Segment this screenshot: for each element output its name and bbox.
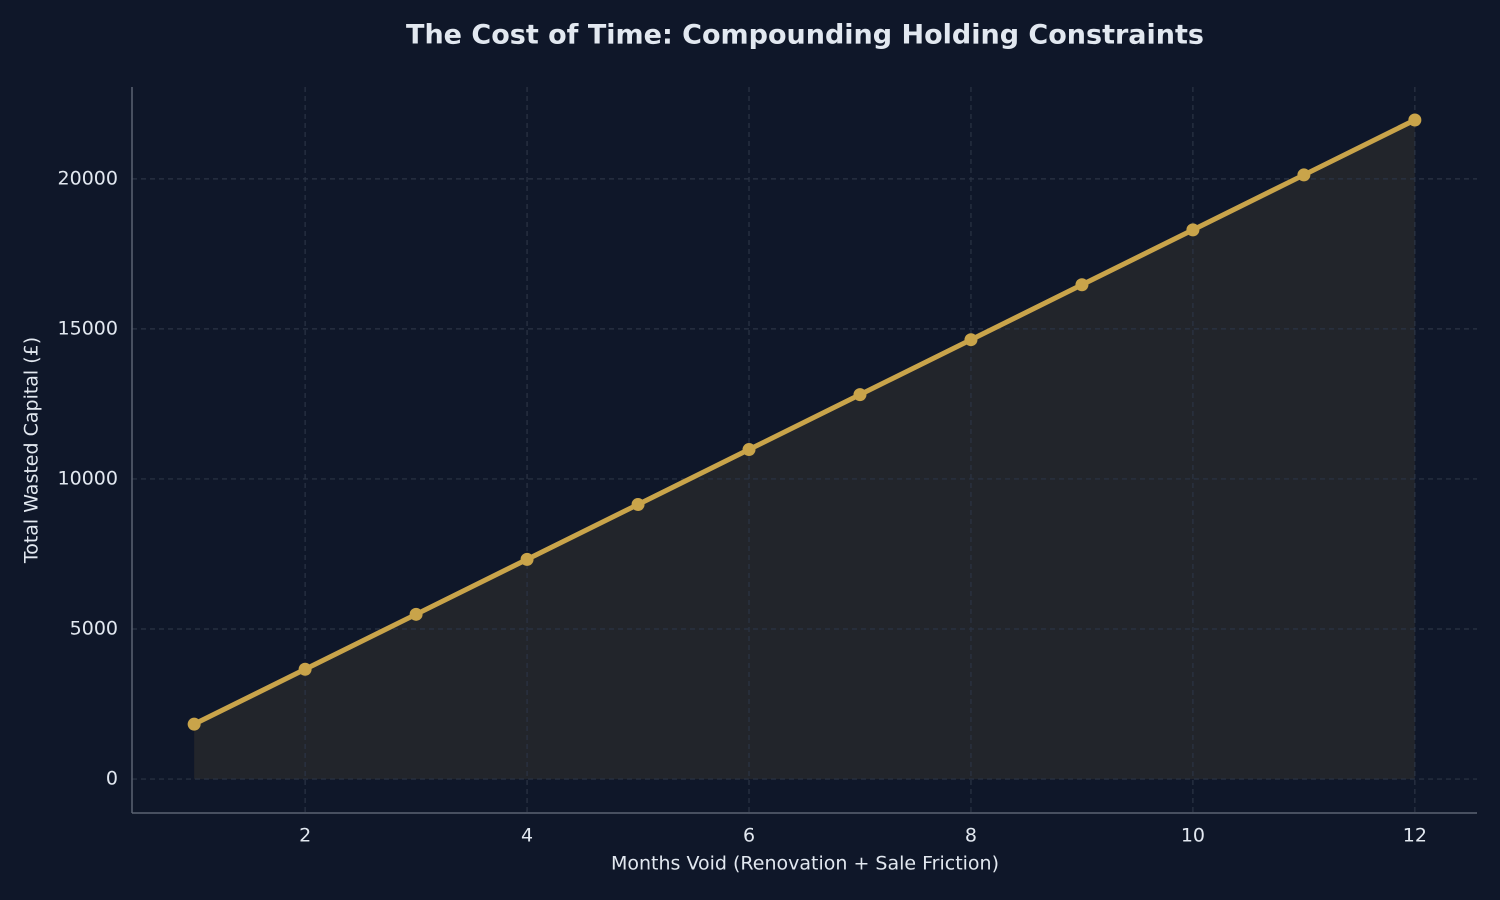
x-axis-label: Months Void (Renovation + Sale Friction) bbox=[611, 853, 999, 875]
x-tick-label: 4 bbox=[521, 825, 533, 847]
y-tick-label: 15000 bbox=[58, 317, 118, 339]
y-axis-label: Total Wasted Capital (£) bbox=[21, 337, 43, 564]
marker bbox=[1075, 278, 1089, 292]
line bbox=[193, 117, 1416, 727]
x-tick-label: 6 bbox=[743, 825, 755, 847]
marker bbox=[1297, 168, 1311, 182]
marker bbox=[853, 388, 867, 402]
marker bbox=[1408, 113, 1422, 127]
x-tick-label: 12 bbox=[1403, 825, 1427, 847]
area bbox=[194, 120, 1415, 780]
y-tick-label: 0 bbox=[106, 768, 118, 790]
marker bbox=[520, 552, 534, 566]
marker bbox=[187, 717, 201, 731]
chart-title: The Cost of Time: Compounding Holding Co… bbox=[406, 20, 1204, 51]
y-tick-label: 10000 bbox=[58, 467, 118, 489]
marker bbox=[1186, 223, 1200, 237]
marker bbox=[409, 607, 423, 621]
marker bbox=[742, 443, 756, 457]
y-tick-label: 20000 bbox=[58, 167, 118, 189]
y-tick-label: 5000 bbox=[70, 618, 118, 640]
marker bbox=[964, 333, 978, 347]
x-tick-label: 10 bbox=[1181, 825, 1205, 847]
x-tick-label: 8 bbox=[965, 825, 977, 847]
x-tick-label: 2 bbox=[299, 825, 311, 847]
marker bbox=[298, 662, 312, 676]
marker bbox=[631, 497, 645, 511]
